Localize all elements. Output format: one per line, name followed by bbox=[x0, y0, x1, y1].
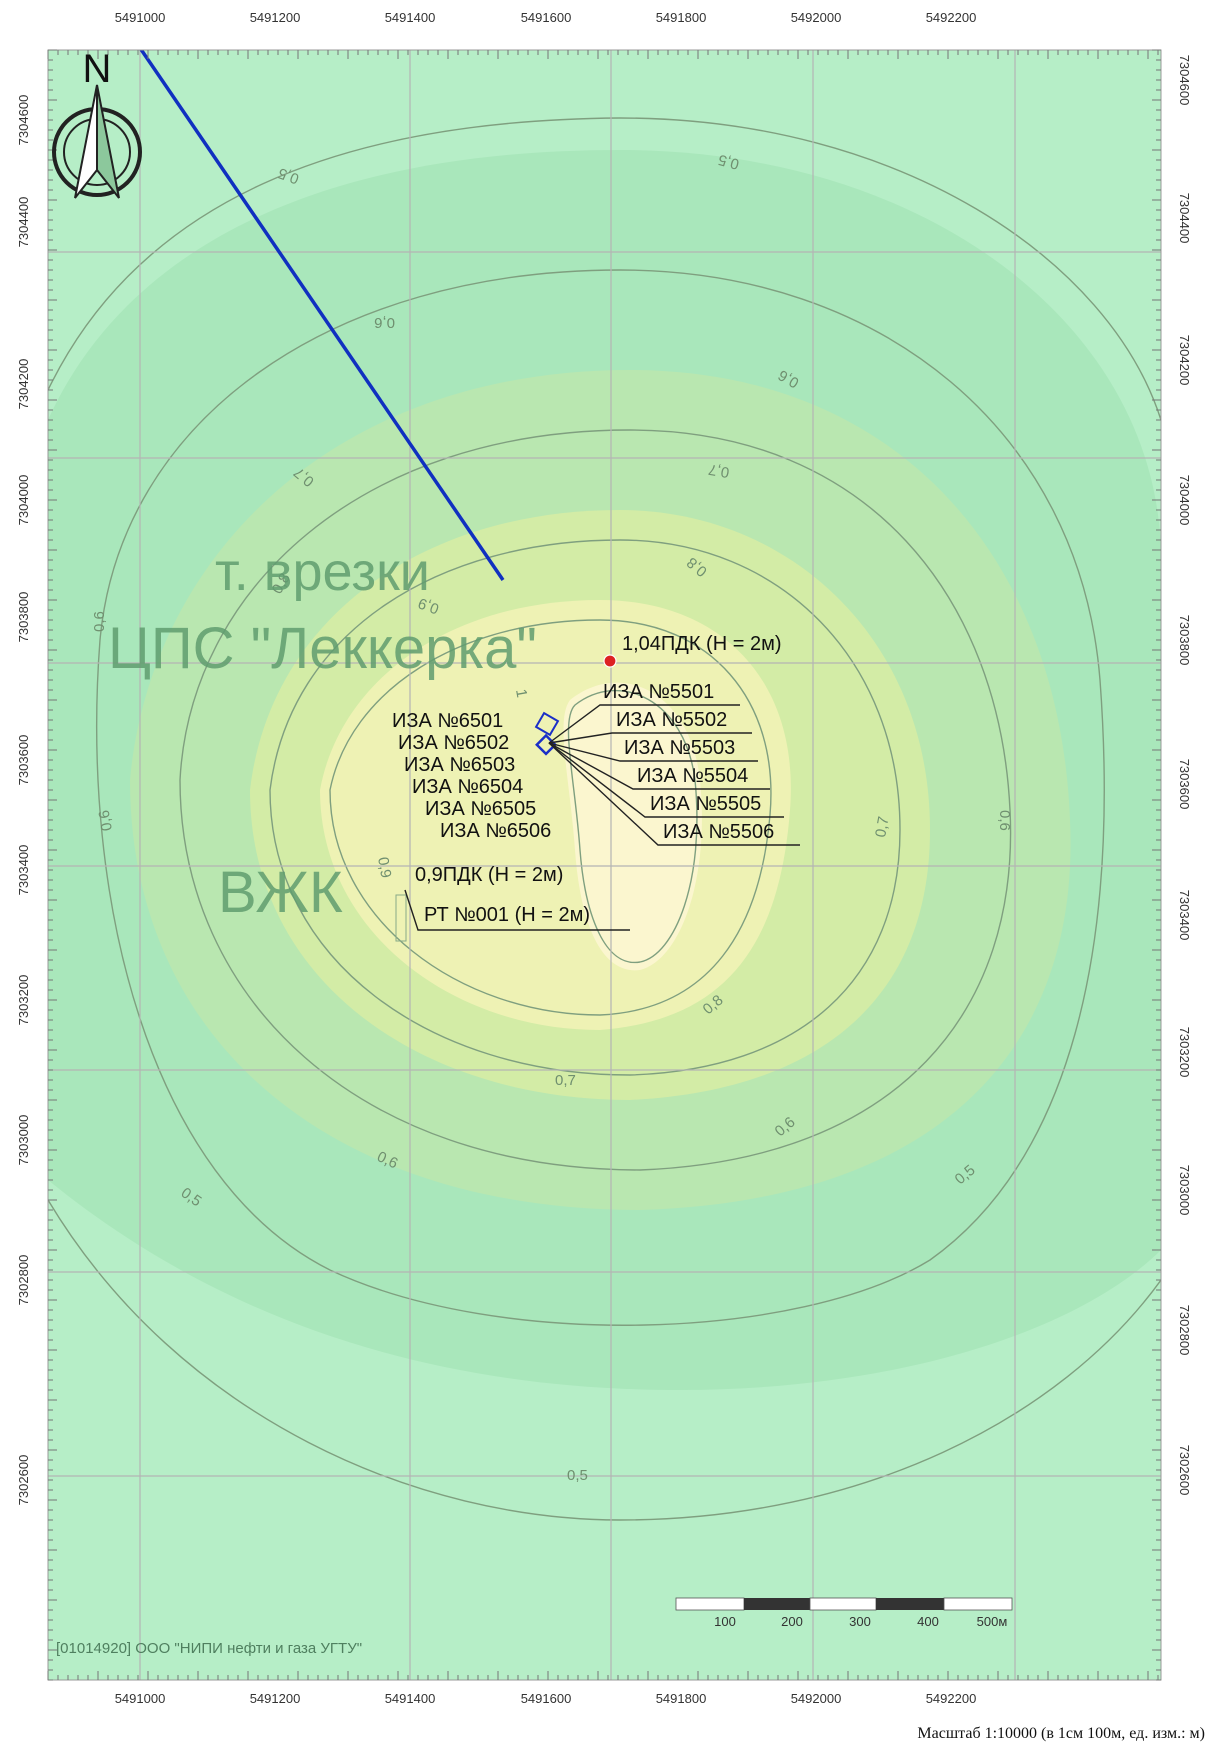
scale-label: 500м bbox=[977, 1614, 1008, 1629]
y-tick-label: 7303200 bbox=[16, 975, 31, 1026]
y-tick-label: 7303000 bbox=[16, 1115, 31, 1166]
x-axis-bottom: 5491000 5491200 5491400 5491600 5491800 … bbox=[115, 1691, 977, 1706]
contour-label: 0,7 bbox=[707, 460, 730, 480]
source-label: ИЗА №5502 bbox=[616, 709, 727, 731]
contour-label: 0,7 bbox=[872, 815, 892, 838]
y-tick-label: 7303400 bbox=[1177, 890, 1192, 941]
source-label: ИЗА №5503 bbox=[624, 737, 735, 759]
y-axis-left: 7304600 7304400 7304200 7304000 7303800 … bbox=[16, 95, 31, 1506]
x-tick-label: 5491600 bbox=[521, 10, 572, 25]
x-tick-label: 5491400 bbox=[385, 1691, 436, 1706]
y-tick-label: 7302600 bbox=[16, 1455, 31, 1506]
place-label-cps: ЦПС "Леккерка" bbox=[108, 616, 537, 681]
place-label-vrezki: т. врезки bbox=[215, 542, 430, 602]
contour-label: 0,6 bbox=[996, 810, 1013, 831]
x-tick-label: 5491000 bbox=[115, 1691, 166, 1706]
y-tick-label: 7304600 bbox=[16, 95, 31, 146]
x-tick-label: 5492200 bbox=[926, 1691, 977, 1706]
scale-label: 100 bbox=[714, 1614, 736, 1629]
y-tick-label: 7304000 bbox=[16, 475, 31, 526]
x-tick-label: 5491200 bbox=[250, 10, 301, 25]
y-tick-label: 7302600 bbox=[1177, 1445, 1192, 1496]
scale-label: 400 bbox=[917, 1614, 939, 1629]
y-tick-label: 7303600 bbox=[1177, 759, 1192, 810]
y-tick-label: 7303800 bbox=[1177, 615, 1192, 666]
place-label-vzhk: ВЖК bbox=[218, 860, 343, 925]
x-tick-label: 5492000 bbox=[791, 1691, 842, 1706]
y-tick-label: 7303000 bbox=[1177, 1165, 1192, 1216]
x-axis-top: 5491000 5491200 5491400 5491600 5491800 … bbox=[115, 10, 977, 25]
y-tick-label: 7302800 bbox=[16, 1255, 31, 1306]
x-tick-label: 5491800 bbox=[656, 10, 707, 25]
source-label: ИЗА №5506 bbox=[663, 821, 774, 843]
x-tick-label: 5491800 bbox=[656, 1691, 707, 1706]
scale-label: 200 bbox=[781, 1614, 803, 1629]
y-tick-label: 7303600 bbox=[16, 735, 31, 786]
y-tick-label: 7304200 bbox=[16, 359, 31, 410]
y-tick-label: 7304200 bbox=[1177, 335, 1192, 386]
contour-label: 0,6 bbox=[374, 314, 395, 331]
max-point-icon bbox=[604, 655, 616, 667]
source-label: ИЗА №6503 bbox=[404, 754, 515, 776]
y-tick-label: 7304000 bbox=[1177, 475, 1192, 526]
source-label: ИЗА №6505 bbox=[425, 798, 536, 820]
contour-label: 0,6 bbox=[96, 809, 116, 832]
source-label: ИЗА №5505 bbox=[650, 793, 761, 815]
north-label: N bbox=[83, 47, 112, 91]
y-tick-label: 7303800 bbox=[16, 592, 31, 643]
x-tick-label: 5492200 bbox=[926, 10, 977, 25]
y-axis-right: 7304600 7304400 7304200 7304000 7303800 … bbox=[1177, 55, 1192, 1496]
x-tick-label: 5492000 bbox=[791, 10, 842, 25]
x-tick-label: 5491000 bbox=[115, 10, 166, 25]
scale-label: 300 bbox=[849, 1614, 871, 1629]
y-tick-label: 7304400 bbox=[16, 197, 31, 248]
y-tick-label: 7303200 bbox=[1177, 1027, 1192, 1078]
source-label: ИЗА №6502 bbox=[398, 732, 509, 754]
source-label: ИЗА №6506 bbox=[440, 820, 551, 842]
max-concentration-label: 1,04ПДК (Н = 2м) bbox=[622, 633, 781, 655]
contour-label: 0,9 bbox=[374, 856, 394, 879]
source-label: ИЗА №6501 bbox=[392, 710, 503, 732]
y-tick-label: 7302800 bbox=[1177, 1305, 1192, 1356]
x-tick-label: 5491200 bbox=[250, 1691, 301, 1706]
y-tick-label: 7304600 bbox=[1177, 55, 1192, 106]
x-tick-label: 5491600 bbox=[521, 1691, 572, 1706]
scale-note: Масштаб 1:10000 (в 1см 100м, ед. изм.: м… bbox=[917, 1725, 1205, 1742]
source-label: ИЗА №6504 bbox=[412, 776, 523, 798]
contour-label: 0,6 bbox=[91, 611, 108, 632]
copyright-label: [01014920] ООО "НИПИ нефти и газа УГТУ" bbox=[56, 1640, 362, 1657]
contour-label: 0,7 bbox=[555, 1072, 576, 1089]
source-label: ИЗА №5501 bbox=[603, 681, 714, 703]
x-tick-label: 5491400 bbox=[385, 10, 436, 25]
y-tick-label: 7304400 bbox=[1177, 193, 1192, 244]
contour-label: 0,5 bbox=[567, 1467, 588, 1484]
rt-name-label: РТ №001 (Н = 2м) bbox=[424, 904, 590, 926]
y-tick-label: 7303400 bbox=[16, 845, 31, 896]
rt-value-label: 0,9ПДК (Н = 2м) bbox=[415, 864, 563, 886]
source-label: ИЗА №5504 bbox=[637, 765, 748, 787]
